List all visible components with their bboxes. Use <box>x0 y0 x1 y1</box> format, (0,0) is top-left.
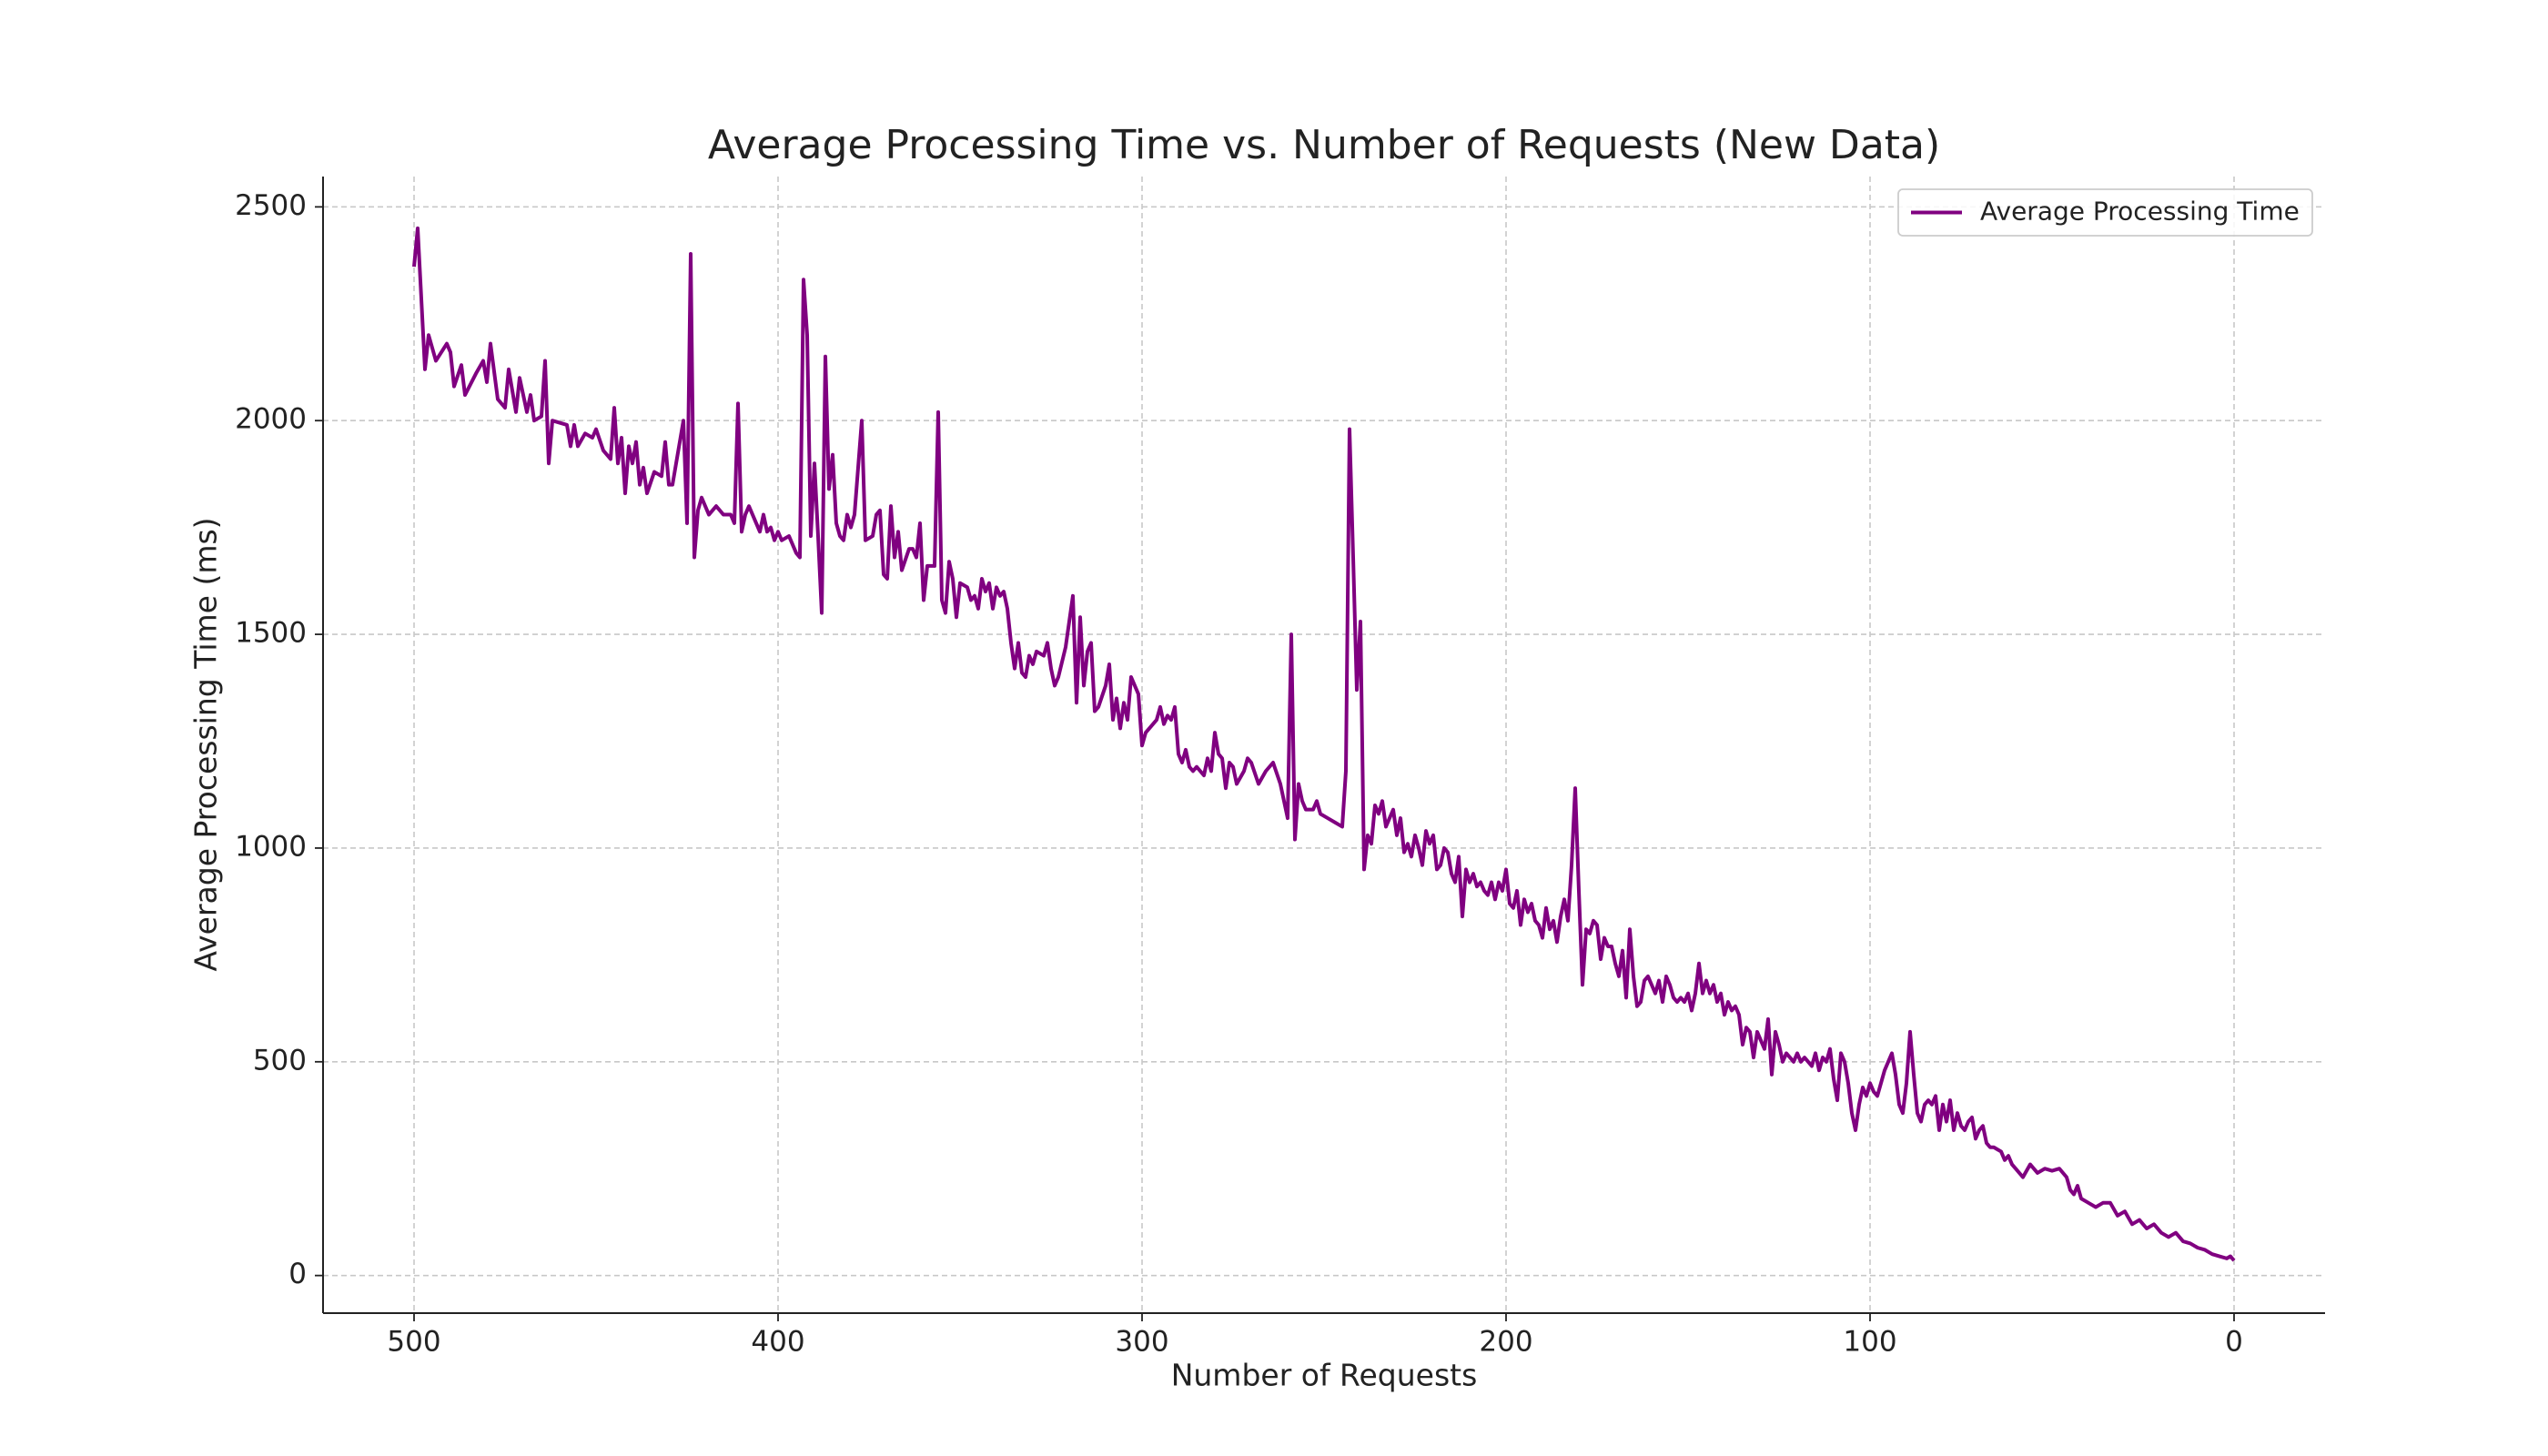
x-tick-label: 400 <box>751 1326 804 1359</box>
x-tick-label: 500 <box>387 1326 440 1359</box>
y-axis-label: Average Processing Time (ms) <box>188 517 224 971</box>
y-tick-label: 0 <box>288 1258 307 1290</box>
x-axis-label: Number of Requests <box>1171 1358 1478 1393</box>
y-tick-label: 2000 <box>235 403 307 436</box>
x-tick-label: 0 <box>2225 1326 2243 1359</box>
chart-title: Average Processing Time vs. Number of Re… <box>708 122 1940 168</box>
x-tick-label: 100 <box>1843 1326 1896 1359</box>
y-tick-label: 500 <box>253 1044 307 1077</box>
x-tick-label: 200 <box>1479 1326 1532 1359</box>
legend-label: Average Processing Time <box>1980 197 2300 227</box>
data-line <box>412 226 2236 1262</box>
x-tick-label: 300 <box>1115 1326 1168 1359</box>
y-tick-label: 1500 <box>235 617 307 650</box>
legend-box <box>1897 188 2313 237</box>
y-tick-label: 2500 <box>235 189 307 222</box>
y-tick-label: 1000 <box>235 830 307 863</box>
